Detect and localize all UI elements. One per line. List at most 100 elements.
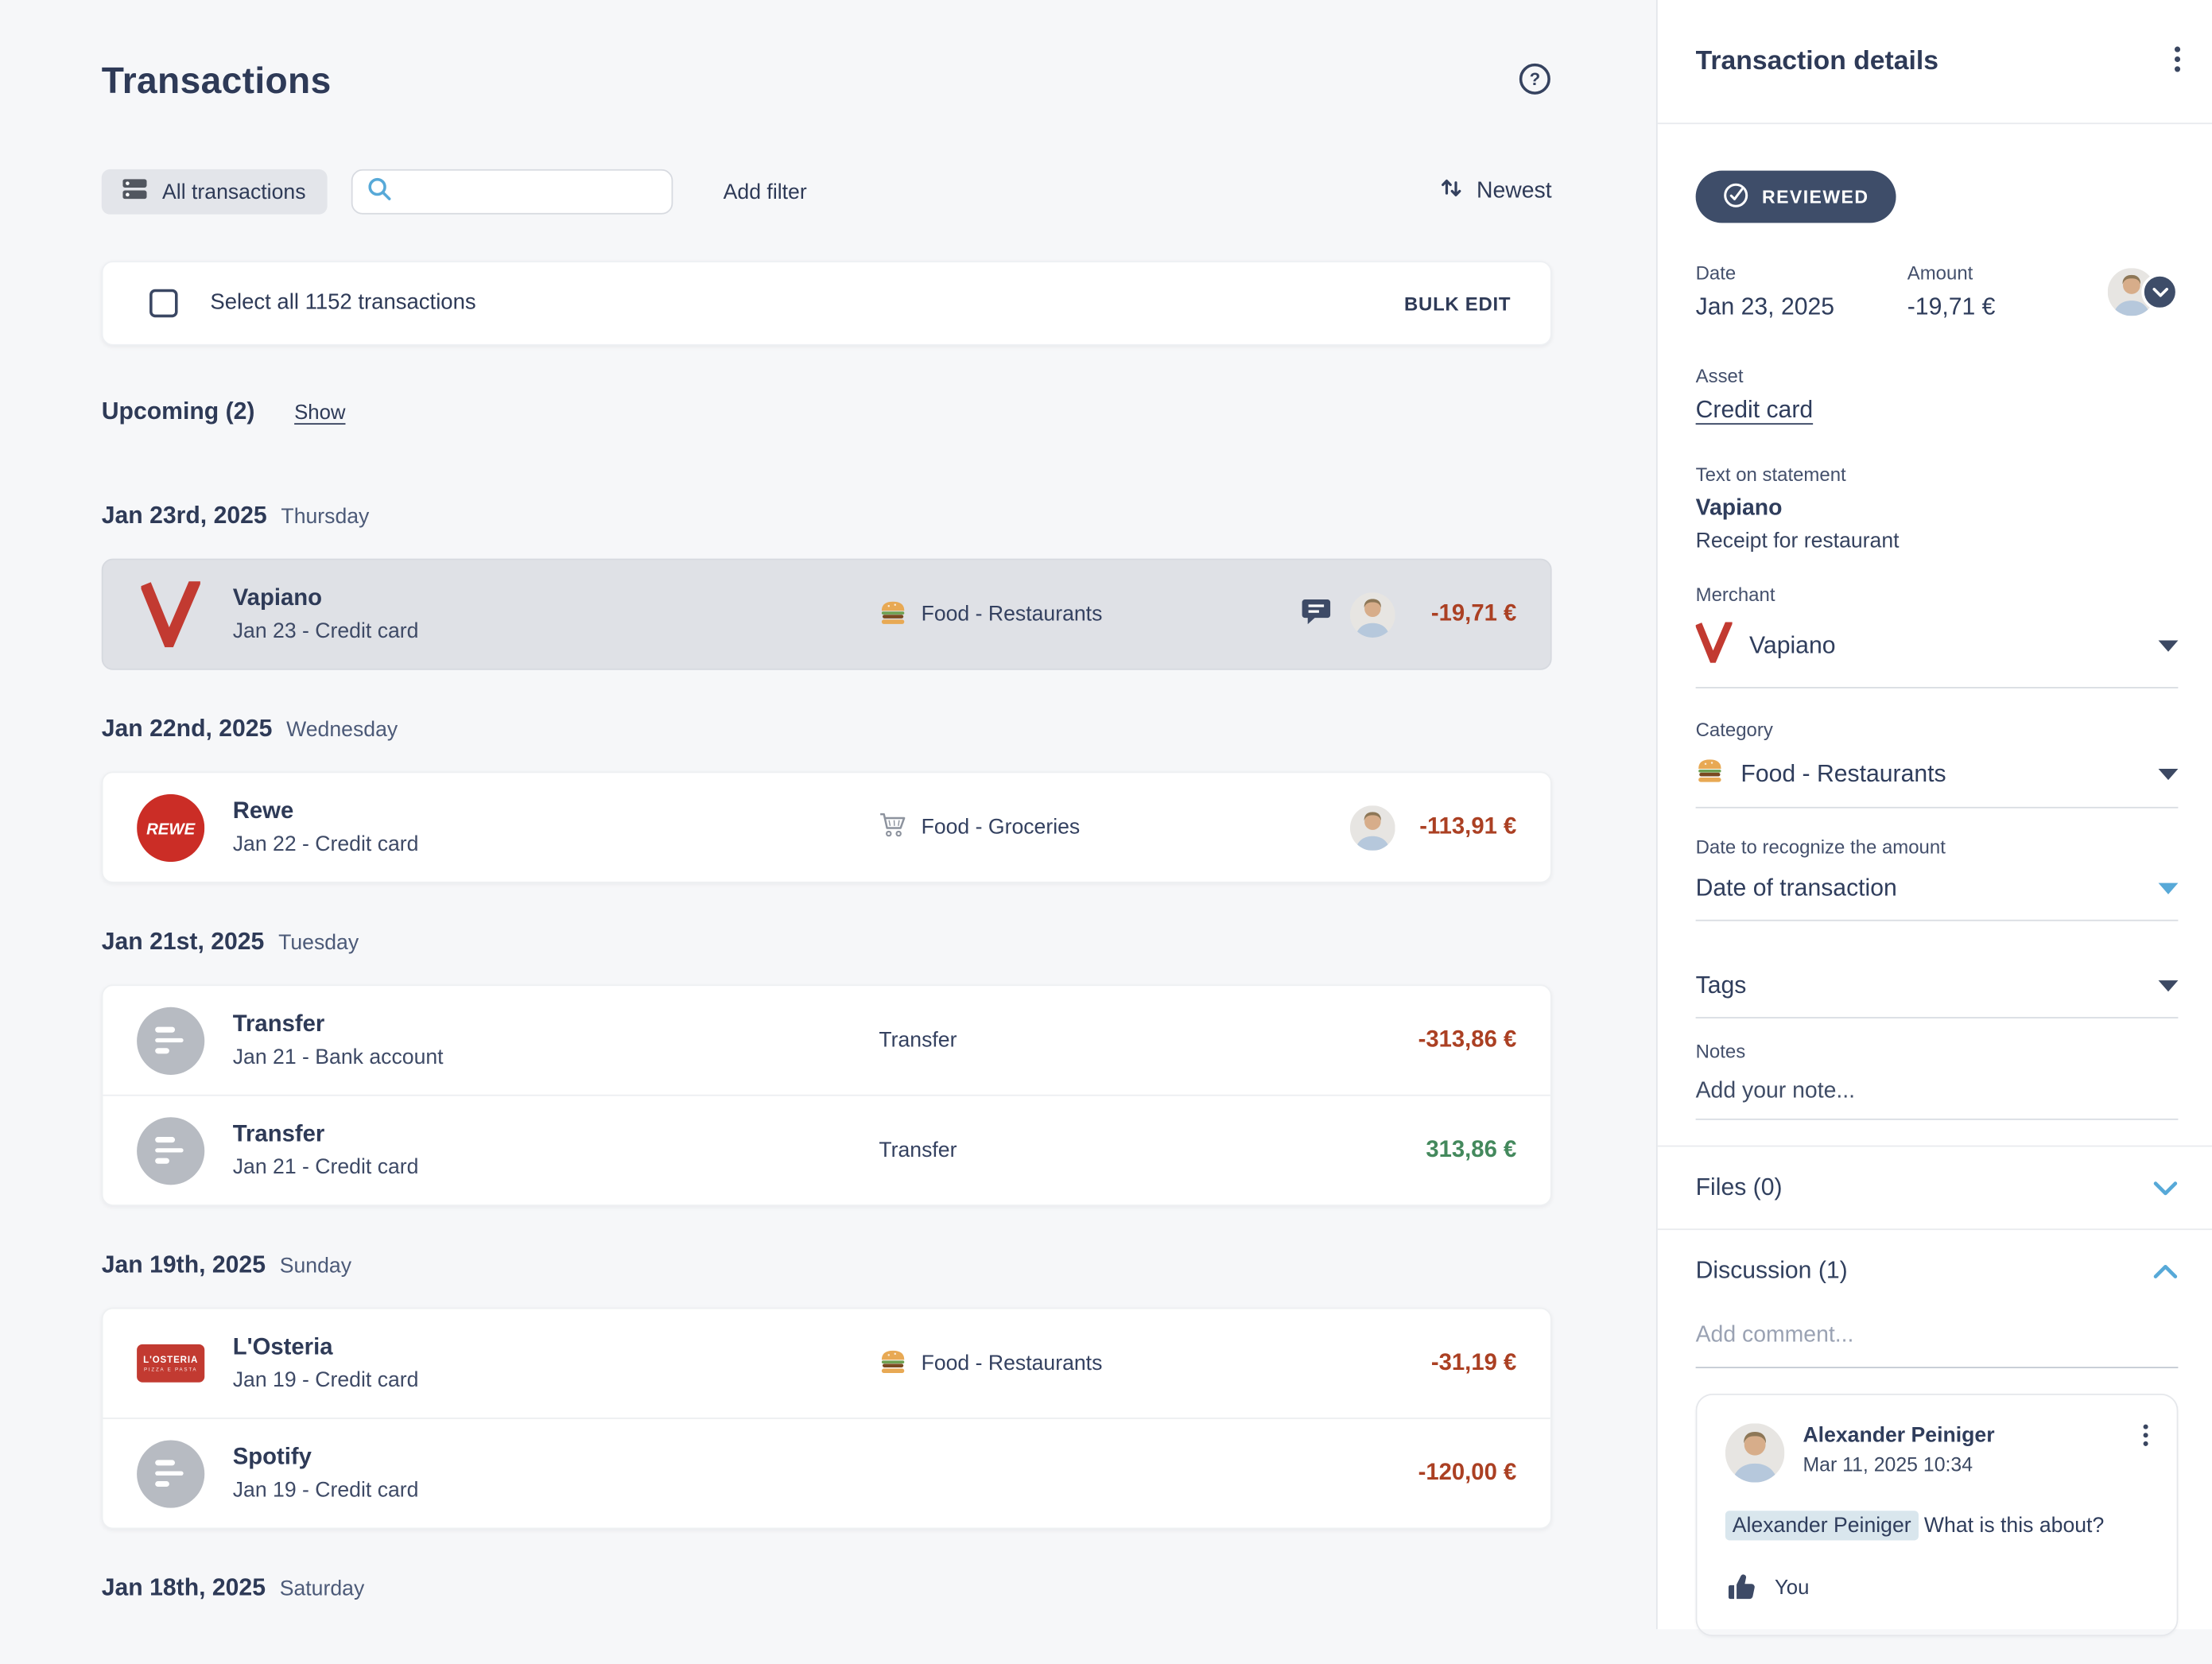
check-circle-icon (1722, 181, 1749, 212)
comment-text: Alexander Peiniger What is this about? (1725, 1511, 2148, 1542)
amount-label: Amount (1907, 262, 1973, 284)
search-box[interactable] (351, 169, 673, 215)
app-window: Transactions ? All transactions Add fi (101, 0, 2212, 1636)
statement-description: Receipt for restaurant (1695, 529, 1900, 553)
notes-label: Notes (1695, 1041, 1746, 1062)
toolbar: All transactions Add filter Newest (101, 169, 1552, 215)
date-group-header: Jan 19th, 2025 Sunday (101, 1251, 352, 1278)
comment-timestamp: Mar 11, 2025 10:34 (1803, 1453, 1973, 1476)
help-icon: ? (1518, 62, 1552, 100)
asset-label: Asset (1695, 365, 1744, 387)
search-icon (367, 176, 392, 208)
statement-name: Vapiano (1695, 496, 1783, 521)
avatar (1350, 805, 1395, 850)
date-group-header: Jan 18th, 2025 Saturday (101, 1574, 365, 1601)
merchant-select[interactable]: Vapiano (1695, 622, 2179, 688)
burger-icon (879, 1348, 906, 1379)
list-view-icon (122, 178, 147, 206)
recognize-date-label: Date to recognize the amount (1695, 836, 1946, 858)
transaction-row-vapiano[interactable]: Vapiano Jan 23 - Credit card Food - Rest… (103, 560, 1550, 669)
transaction-amount: -19,71 € (1430, 600, 1517, 626)
date-group-header: Jan 21st, 2025 Tuesday (101, 928, 359, 956)
chevron-down-icon (2152, 1180, 2178, 1196)
date-group-header: Jan 23rd, 2025 Thursday (101, 502, 370, 529)
search-input[interactable] (402, 178, 658, 206)
chevron-up-icon (2152, 1263, 2178, 1279)
transaction-row-transfer-in[interactable]: Transfer Jan 21 - Credit card Transfer 3… (103, 1094, 1550, 1204)
add-filter-button[interactable]: Add filter (723, 180, 807, 204)
tags-select[interactable]: Tags (1695, 972, 2179, 1018)
comment-icon[interactable] (1301, 595, 1332, 634)
kebab-icon (2143, 1423, 2148, 1451)
transactions-main: Transactions ? All transactions Add fi (101, 59, 1552, 1601)
discussion-section-toggle[interactable]: Discussion (1) (1696, 1230, 2179, 1312)
category-label: Category (1695, 719, 1773, 741)
statement-label: Text on statement (1695, 464, 1846, 486)
select-all-label: Select all 1152 transactions (210, 290, 476, 315)
vapiano-logo (1696, 622, 1733, 669)
reaction-user: You (1774, 1577, 1810, 1600)
tags-label: Tags (1695, 972, 1747, 999)
all-transactions-button[interactable]: All transactions (101, 169, 328, 215)
category-select[interactable]: Food - Restaurants (1695, 758, 2179, 809)
burger-icon (879, 599, 906, 630)
bulk-edit-button[interactable]: BULK EDIT (1395, 291, 1519, 315)
status-badge[interactable]: REVIEWED (1695, 170, 1896, 223)
upcoming-show-link[interactable]: Show (294, 401, 346, 425)
transaction-details-panel: Transaction details REVIEWED Date Jan 23… (1655, 0, 2212, 1636)
transaction-amount: -31,19 € (1430, 1349, 1517, 1375)
dropdown-icon (2158, 640, 2179, 652)
svg-text:?: ? (1530, 69, 1541, 89)
cart-icon (879, 810, 906, 844)
mention-chip[interactable]: Alexander Peiniger (1725, 1511, 1919, 1541)
burger-icon (1696, 758, 1724, 790)
date-group-header: Jan 22nd, 2025 Wednesday (101, 715, 398, 743)
files-section-toggle[interactable]: Files (0) (1696, 1146, 2179, 1228)
sort-icon (1438, 175, 1464, 209)
notes-input[interactable]: Add your note... (1695, 1079, 2179, 1120)
transaction-row-rewe[interactable]: REWE Rewe Jan 22 - Credit card Food - Gr… (103, 773, 1550, 882)
transaction-row-spotify[interactable]: Spotify Jan 19 - Credit card -120,00 € (103, 1418, 1550, 1527)
rewe-logo: REWE (137, 793, 205, 862)
recognize-date-select[interactable]: Date of transaction (1695, 875, 2179, 921)
comment-input[interactable]: Add comment... (1695, 1323, 2179, 1369)
avatar (1725, 1423, 1785, 1483)
panel-title: Transaction details (1695, 45, 1939, 76)
dropdown-icon (2158, 980, 2179, 992)
kebab-icon (2174, 45, 2181, 78)
transaction-row-losteria[interactable]: L'OSTERIA PIZZA E PASTA L'Osteria Jan 19 … (103, 1309, 1550, 1418)
comment-menu-button[interactable] (2143, 1423, 2148, 1451)
comment-author: Alexander Peiniger (1803, 1423, 1995, 1448)
date-label: Date (1695, 262, 1737, 284)
asset-link[interactable]: Credit card (1695, 396, 1814, 424)
dropdown-icon (2158, 882, 2179, 894)
assignee-chevron-icon (2141, 273, 2179, 311)
sort-button[interactable]: Newest (1438, 175, 1552, 209)
transaction-amount: -113,91 € (1419, 813, 1517, 840)
losteria-logo: L'OSTERIA PIZZA E PASTA (137, 1344, 205, 1383)
svg-text:REWE: REWE (146, 820, 196, 838)
transaction-amount: -120,00 € (1418, 1460, 1517, 1486)
page-title: Transactions (101, 59, 332, 102)
select-all-checkbox[interactable] (149, 289, 178, 318)
upcoming-label: Upcoming (2) (101, 398, 255, 425)
transfer-icon (137, 1439, 205, 1507)
transfer-icon (137, 1116, 205, 1185)
transaction-row-transfer-out[interactable]: Transfer Jan 21 - Bank account Transfer … (103, 986, 1550, 1095)
merchant-label: Merchant (1695, 584, 1775, 606)
amount-value: -19,71 € (1907, 293, 1996, 320)
select-all-card: Select all 1152 transactions BULK EDIT (101, 261, 1552, 346)
assignee-control[interactable] (2108, 268, 2179, 316)
transfer-icon (137, 1006, 205, 1075)
thumbs-up-icon[interactable] (1725, 1571, 1756, 1606)
date-value: Jan 23, 2025 (1695, 293, 1835, 320)
transaction-amount: 313,86 € (1426, 1137, 1517, 1162)
upcoming-bar: Upcoming (2) Show (102, 398, 1552, 425)
dropdown-icon (2158, 768, 2179, 780)
help-button[interactable]: ? (1518, 62, 1552, 100)
vapiano-logo (137, 581, 204, 647)
panel-menu-button[interactable] (2174, 45, 2181, 78)
comment-card: Alexander Peiniger Mar 11, 2025 10:34 Al… (1695, 1393, 2179, 1636)
transaction-amount: -313,86 € (1418, 1026, 1517, 1053)
avatar (1350, 592, 1395, 637)
